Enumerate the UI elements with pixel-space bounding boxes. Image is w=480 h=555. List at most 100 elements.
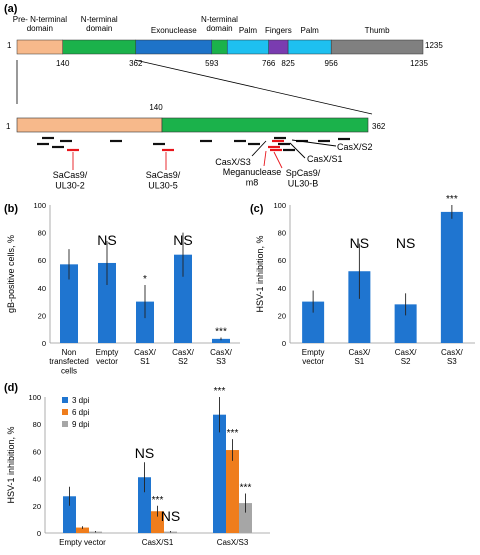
bar-4-0: [212, 338, 230, 343]
y-tick-label: 40: [278, 284, 286, 293]
domain-ticks: 140 362 593 766 825 956 1235: [56, 59, 428, 68]
domain-segment-7: [330, 39, 424, 55]
y-tick-label: 20: [38, 311, 46, 320]
x-tick-label-3: CasX/S2: [172, 348, 195, 366]
domain-segment-3: [211, 39, 228, 55]
y-tick-label: 0: [42, 339, 46, 348]
y-tick-label: 80: [278, 229, 286, 238]
significance-label-2-2: ***: [240, 483, 252, 494]
bar-1-0: [98, 262, 116, 343]
significance-label-3-0: ***: [446, 194, 458, 205]
legend-entry-1: 6 dpi: [72, 408, 90, 417]
chart-d: 0 20 40 60 80 100 HSV-1 inhibition, % Empty vec…: [6, 386, 270, 547]
domain-bars: [16, 39, 424, 55]
bar-2-1: [226, 450, 239, 533]
y-tick-label: 80: [33, 420, 41, 429]
y-tick-label: 80: [38, 229, 46, 238]
domain-label-4: Palm: [239, 26, 258, 35]
domain-segment-6: [287, 39, 332, 55]
bar-3-0: [174, 254, 192, 343]
guide-label-5: CasX/S1: [307, 154, 343, 164]
domain-segment-4: [226, 39, 269, 55]
domain-tick-4: 825: [281, 59, 295, 68]
x-tick-label-2: CasX/S2: [395, 348, 418, 366]
guide-labels: SaCas9/UL30-2 SaCas9/UL30-5 CasX/S3Meganuc…: [53, 142, 373, 190]
bar-2-0: [136, 301, 154, 343]
x-tick-label-4: CasX/S3: [210, 348, 233, 366]
x-tick-label-2: CasX/S3: [217, 538, 249, 547]
x-tick-label-1: Empty vector: [96, 348, 119, 366]
bar-1-0: [348, 271, 371, 343]
bar-2-2: [239, 503, 252, 533]
y-tick-label: 0: [37, 529, 41, 538]
bar-1-1: [151, 511, 164, 533]
domain-label-0: Pre- N-terminal domain: [13, 15, 67, 33]
significance-label-2-0: NS: [396, 235, 415, 251]
domain-label-3: N-terminal domain: [201, 15, 238, 33]
legend-entry-2: 9 dpi: [72, 420, 90, 429]
zoom-mid-label: 140: [149, 103, 163, 112]
bar-3-0: [440, 211, 463, 343]
domain-segment-2: [135, 39, 213, 55]
y-tick-label: 100: [33, 201, 46, 210]
bar-2-0: [213, 414, 226, 533]
significance-label-1-1: ***: [152, 495, 164, 506]
y-tick-label: 40: [38, 284, 46, 293]
domain-tick-6: 1235: [410, 59, 428, 68]
domain-label-7: Thumb: [365, 26, 390, 35]
domain-segment-5: [268, 39, 289, 55]
significance-label-2-0: *: [143, 274, 147, 285]
domain-labels: Pre- N-terminal domain N-terminal domain Exo…: [13, 15, 444, 50]
domain-label-2: Exonuclease: [151, 26, 197, 35]
x-tick-label-1: CasX/S1: [348, 348, 371, 366]
legend-swatch-2: [62, 421, 68, 427]
y-axis-label: HSV-1 inhibition, %: [255, 235, 265, 312]
domain-segment-0: [16, 39, 63, 55]
panel-label-c: (c): [250, 203, 264, 215]
y-tick-label: 20: [33, 502, 41, 511]
significance-label-1-0: NS: [135, 445, 154, 461]
domain-segment-1: [62, 39, 137, 55]
significance-label-4-0: ***: [215, 326, 227, 337]
legend-swatch-1: [62, 409, 68, 415]
domain-label-5: Fingers: [265, 26, 292, 35]
y-tick-label: 100: [28, 393, 41, 402]
bar-0-0: [302, 301, 325, 343]
significance-label-1-2: NS: [161, 508, 180, 524]
domain-tick-0: 140: [56, 59, 70, 68]
domain-tick-2: 593: [205, 59, 219, 68]
arrow-casx-s2: [291, 139, 337, 147]
bar-1-0: [138, 477, 151, 533]
panel-label-b: (b): [4, 203, 18, 215]
x-tick-label-0: Empty vector: [302, 348, 325, 366]
domain-tick-1: 362: [129, 59, 143, 68]
significance-label-2-1: ***: [227, 428, 239, 439]
zoom-segment-pre-n-terminal: [16, 117, 163, 133]
significance-label-1-0: NS: [97, 232, 116, 248]
chart-c: 0 20 40 60 80 100 HSV-1 inhibition, % Empty vect…: [255, 194, 475, 366]
y-tick-label: 100: [273, 201, 286, 210]
panel-label-a: (a): [4, 3, 18, 15]
zoom-segment-n-terminal: [161, 117, 369, 133]
bar-0-1: [76, 527, 89, 533]
y-tick-label: 60: [38, 256, 46, 265]
zoom-start-label: 1: [6, 122, 11, 131]
x-tick-label-2: CasX/S1: [134, 348, 157, 366]
domain-map-end-label: 1235: [425, 41, 443, 50]
y-tick-label: 60: [33, 447, 41, 456]
y-tick-label: 40: [33, 475, 41, 484]
domain-label-6: Palm: [301, 26, 320, 35]
guide-label-4: SpCas9/UL30-B: [286, 168, 321, 188]
y-axis-label: HSV-1 inhibition, %: [6, 426, 16, 503]
bar-0-0: [60, 264, 78, 343]
legend-entry-0: 3 dpi: [72, 396, 90, 405]
zoom-connector-right: [134, 59, 373, 115]
guide-label-0: SaCas9/UL30-2: [53, 170, 88, 190]
domain-label-1: N-terminal domain: [81, 15, 118, 33]
guide-label-2: CasX/S3: [215, 157, 251, 167]
chart-b: 0 20 40 60 80 100 gB-positive cells, % Non trans…: [6, 201, 240, 375]
guide-label-6: CasX/S2: [337, 142, 373, 152]
bar-0-0: [63, 496, 76, 533]
